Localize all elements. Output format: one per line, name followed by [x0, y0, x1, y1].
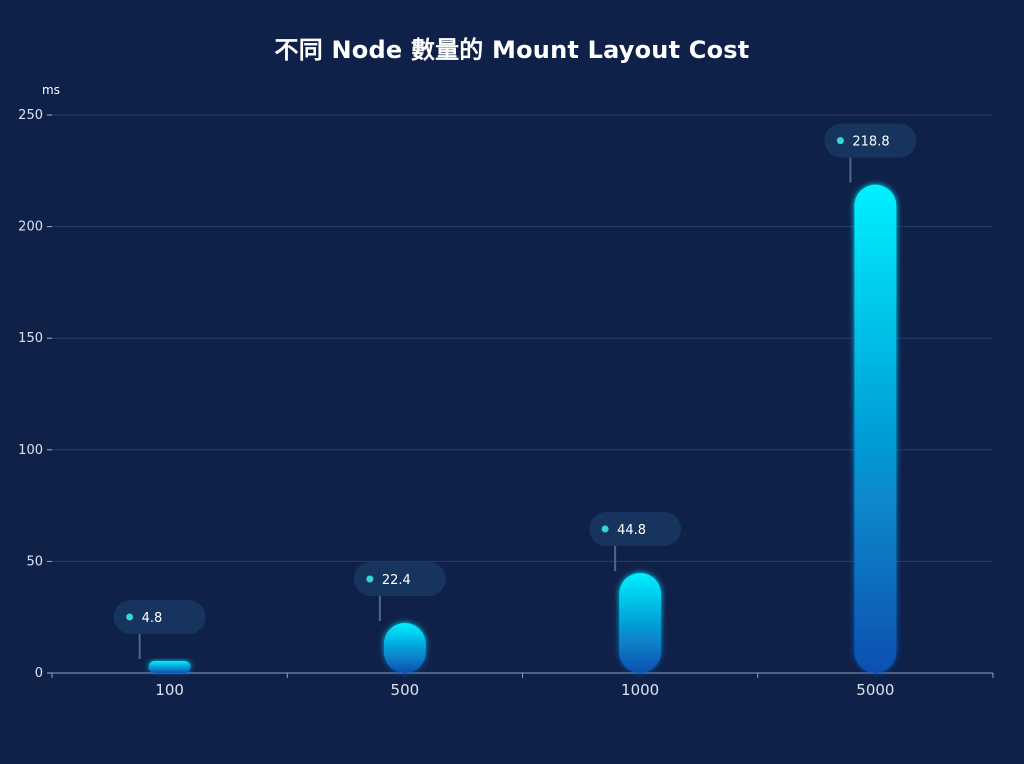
bar-100 — [148, 661, 191, 673]
y-tick-label: 150 — [18, 331, 43, 346]
data-label-dot — [601, 525, 609, 533]
x-tick-label: 100 — [155, 681, 184, 699]
data-label: 44.8 — [617, 523, 646, 538]
y-tick-label: 200 — [18, 220, 43, 235]
data-label-dot — [126, 613, 134, 621]
data-label: 218.8 — [852, 135, 889, 150]
y-tick-label: 0 — [35, 666, 43, 681]
y-axis-unit-label: ms — [42, 83, 60, 97]
data-label-pill — [589, 512, 682, 547]
data-label-pill — [113, 600, 206, 634]
data-label-pill — [353, 562, 446, 597]
y-tick-label: 50 — [26, 554, 43, 569]
bar-1000 — [619, 573, 662, 673]
y-tick-label: 100 — [18, 443, 43, 458]
x-tick-label: 500 — [391, 681, 420, 699]
data-label: 22.4 — [382, 573, 411, 588]
bar-500 — [383, 623, 426, 673]
bar-5000 — [854, 184, 897, 673]
data-label-dot — [366, 575, 374, 583]
x-tick-label: 1000 — [621, 681, 659, 699]
data-label-pill — [824, 123, 917, 158]
y-tick-label: 250 — [18, 108, 43, 123]
data-label: 4.8 — [142, 611, 163, 626]
data-label-dot — [836, 137, 844, 145]
x-tick-label: 5000 — [856, 681, 894, 699]
chart-title: 不同 Node 數量的 Mount Layout Cost — [274, 36, 750, 64]
